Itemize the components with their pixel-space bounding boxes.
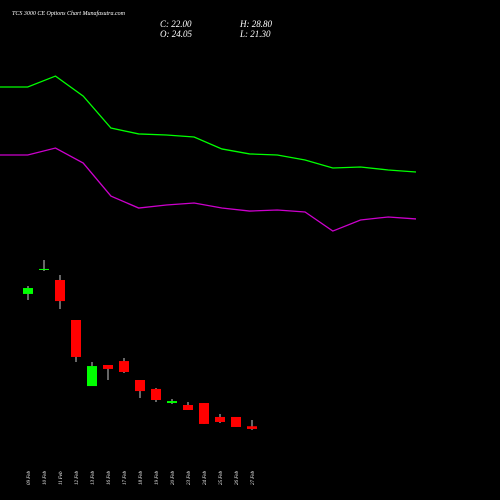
x-tick-label: 26 Feb bbox=[235, 470, 240, 485]
ohlc-label: H: 28.80 bbox=[239, 19, 272, 29]
candle-body bbox=[215, 416, 225, 422]
ohlc-label: C: 22.00 bbox=[160, 19, 192, 29]
candle-body bbox=[247, 426, 257, 429]
ohlc-label: L: 21.30 bbox=[239, 29, 271, 39]
candle-body bbox=[183, 405, 193, 410]
indicator-line bbox=[0, 147, 417, 232]
x-tick-label: 17 Feb bbox=[123, 470, 128, 485]
x-tick-label: 13 Feb bbox=[91, 470, 96, 485]
candle-body bbox=[71, 320, 81, 357]
x-tick-label: 19 Feb bbox=[155, 470, 160, 485]
indicator-line bbox=[0, 75, 417, 173]
x-tick-label: 12 Feb bbox=[75, 470, 80, 485]
candle-body bbox=[199, 403, 209, 424]
x-tick-label: 09 Feb bbox=[27, 470, 32, 485]
candle-body bbox=[167, 401, 177, 404]
candle-body bbox=[151, 388, 161, 400]
candle-body bbox=[55, 280, 65, 302]
x-tick-label: 11 Feb bbox=[59, 471, 64, 485]
candle-body bbox=[87, 366, 97, 387]
chart-title: TCS 3000 CE Options Chart Munafasutra.co… bbox=[12, 10, 126, 17]
x-tick-label: 10 Feb bbox=[43, 470, 48, 485]
candle-body bbox=[39, 268, 49, 270]
x-tick-label: 23 Feb bbox=[187, 470, 192, 485]
candle-body bbox=[119, 361, 129, 372]
x-tick-label: 20 Feb bbox=[171, 470, 176, 485]
x-tick-label: 24 Feb bbox=[203, 470, 208, 485]
ohlc-label: O: 24.05 bbox=[160, 29, 192, 39]
candle-body bbox=[231, 416, 241, 427]
candle-body bbox=[135, 380, 145, 392]
candle-body bbox=[103, 365, 113, 369]
candle-body bbox=[23, 288, 33, 294]
x-tick-label: 27 Feb bbox=[251, 470, 256, 485]
x-tick-label: 18 Feb bbox=[139, 470, 144, 485]
x-tick-label: 16 Feb bbox=[107, 470, 112, 485]
x-tick-label: 25 Feb bbox=[219, 470, 224, 485]
